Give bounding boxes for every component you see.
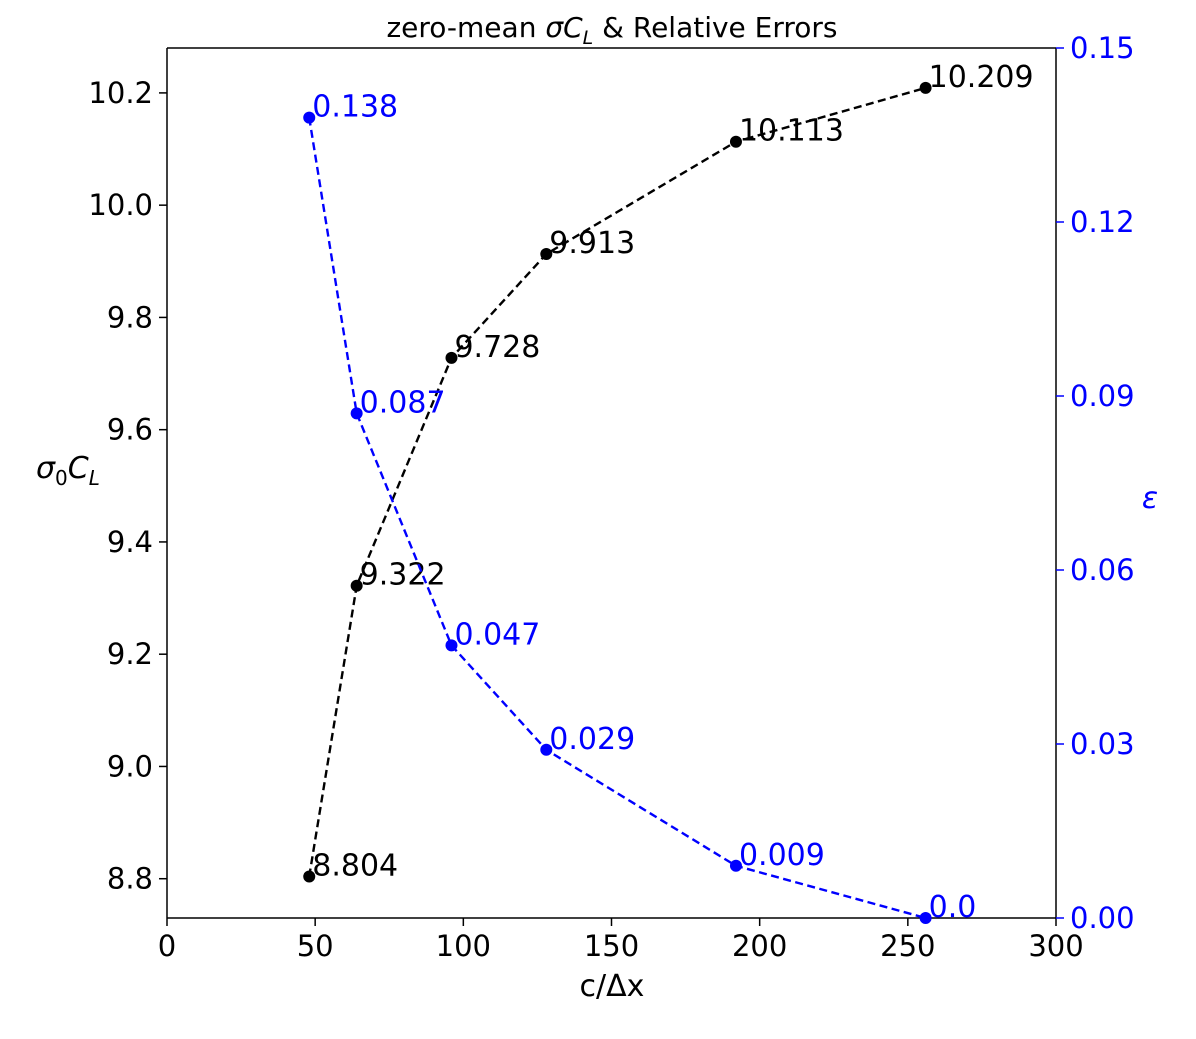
title-sigma: σC (545, 11, 583, 44)
y-right-axis-ticks: 0.00 0.03 0.06 0.09 0.12 0.15 (1056, 31, 1135, 935)
data-label: 9.322 (360, 558, 446, 593)
data-point (729, 859, 742, 872)
chart-title: zero-mean σCL & Relative Errors (386, 11, 837, 49)
y-left-tick-label: 10.0 (88, 188, 153, 222)
x-tick-label: 250 (880, 929, 935, 963)
data-label: 0.047 (454, 617, 540, 652)
data-point (919, 912, 932, 924)
data-label: 9.728 (454, 330, 540, 365)
data-label: 10.209 (929, 60, 1034, 95)
y-right-tick-label: 0.09 (1070, 379, 1135, 413)
y-right-tick-label: 0.03 (1070, 727, 1135, 761)
data-label: 0.087 (360, 385, 446, 420)
x-axis-ticks: 0 50 100 150 200 250 300 (158, 918, 1084, 963)
data-point (303, 111, 316, 124)
ylabel-subL: L (89, 466, 100, 490)
y-left-tick-label: 9.6 (107, 413, 153, 447)
y-left-tick-label: 10.2 (88, 76, 153, 110)
data-point (350, 407, 363, 420)
data-point (540, 743, 553, 756)
x-tick-label: 100 (436, 929, 491, 963)
y-right-axis-label: ε (1142, 481, 1158, 516)
error-series: 0.138 0.087 0.047 0.029 0.009 0.0 (303, 90, 976, 925)
y-left-tick-label: 9.2 (107, 637, 153, 671)
data-point (919, 81, 932, 94)
title-suffix: & Relative Errors (593, 11, 837, 44)
sigma-series: 8.804 9.322 9.728 9.913 10.113 10.209 (303, 60, 1034, 883)
data-label: 8.804 (312, 848, 398, 883)
data-point (445, 639, 458, 652)
data-point (540, 247, 553, 260)
x-tick-label: 150 (584, 929, 639, 963)
data-label: 0.009 (739, 838, 825, 873)
series-line (308, 86, 926, 877)
data-label: 0.029 (549, 722, 635, 757)
data-point (303, 870, 316, 883)
title-prefix: zero-mean (386, 11, 545, 44)
data-label: 0.138 (312, 90, 398, 125)
y-left-axis-ticks: 8.8 9.0 9.2 9.4 9.6 9.8 10.0 10.2 (88, 76, 167, 896)
y-right-tick-label: 0.12 (1070, 205, 1135, 239)
y-left-tick-label: 9.8 (107, 300, 153, 334)
y-left-axis-label: σ0CL (36, 451, 100, 490)
ylabel-C: C (68, 451, 89, 486)
x-tick-label: 50 (297, 929, 334, 963)
data-label: 0.0 (929, 890, 977, 925)
x-tick-label: 200 (732, 929, 787, 963)
x-axis-label: c/Δx (580, 969, 645, 1004)
title-subscript: L (583, 27, 594, 49)
y-left-tick-label: 9.4 (107, 525, 153, 559)
series-layer: 8.804 9.322 9.728 9.913 10.113 10.209 0.138 0.0… (303, 60, 1034, 925)
data-point (729, 135, 742, 148)
ylabel-sigma: σ (36, 451, 56, 486)
x-tick-label: 300 (1028, 929, 1083, 963)
ylabel-sub0: 0 (55, 466, 68, 490)
y-right-tick-label: 0.15 (1070, 31, 1135, 65)
data-point (350, 579, 363, 592)
y-left-tick-label: 8.8 (107, 862, 153, 896)
y-right-tick-label: 0.00 (1070, 901, 1135, 935)
x-tick-label: 0 (158, 929, 176, 963)
y-right-tick-label: 0.06 (1070, 553, 1135, 587)
data-label: 9.913 (549, 226, 635, 261)
y-left-tick-label: 9.0 (107, 749, 153, 783)
data-label: 10.113 (739, 114, 844, 149)
plot-frame (166, 47, 1057, 919)
data-point (445, 351, 458, 364)
